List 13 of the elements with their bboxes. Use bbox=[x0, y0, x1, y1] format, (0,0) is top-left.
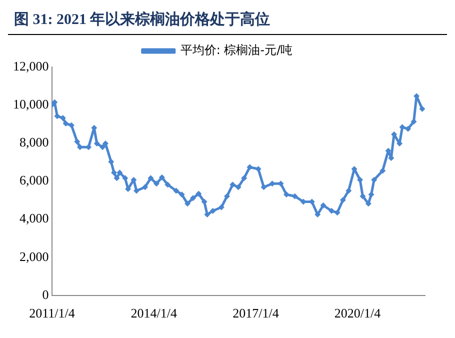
chart-title: 图 31: 2021 年以来棕榈油价格处于高位 bbox=[8, 8, 447, 35]
x-tick-label: 2020/1/4 bbox=[334, 306, 382, 321]
y-tick-label: 0 bbox=[42, 286, 49, 302]
legend-label: 平均价: 棕榈油-元/吨 bbox=[180, 43, 293, 58]
x-tick-label: 2011/1/4 bbox=[29, 306, 76, 321]
x-tick-label: 2014/1/4 bbox=[130, 306, 178, 321]
y-tick-label: 2,000 bbox=[20, 248, 49, 264]
y-tick-label: 12,000 bbox=[13, 58, 49, 74]
x-tick-label: 2017/1/4 bbox=[232, 306, 280, 321]
y-tick-label: 8,000 bbox=[20, 134, 49, 150]
y-tick-label: 4,000 bbox=[20, 210, 49, 226]
y-tick-label: 6,000 bbox=[20, 172, 49, 188]
y-tick-label: 10,000 bbox=[13, 96, 49, 112]
